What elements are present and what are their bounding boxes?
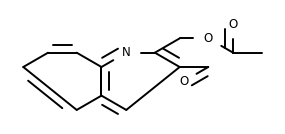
Text: O: O <box>179 75 188 88</box>
Text: O: O <box>229 18 238 31</box>
Text: N: N <box>122 46 131 59</box>
Text: O: O <box>204 32 213 45</box>
